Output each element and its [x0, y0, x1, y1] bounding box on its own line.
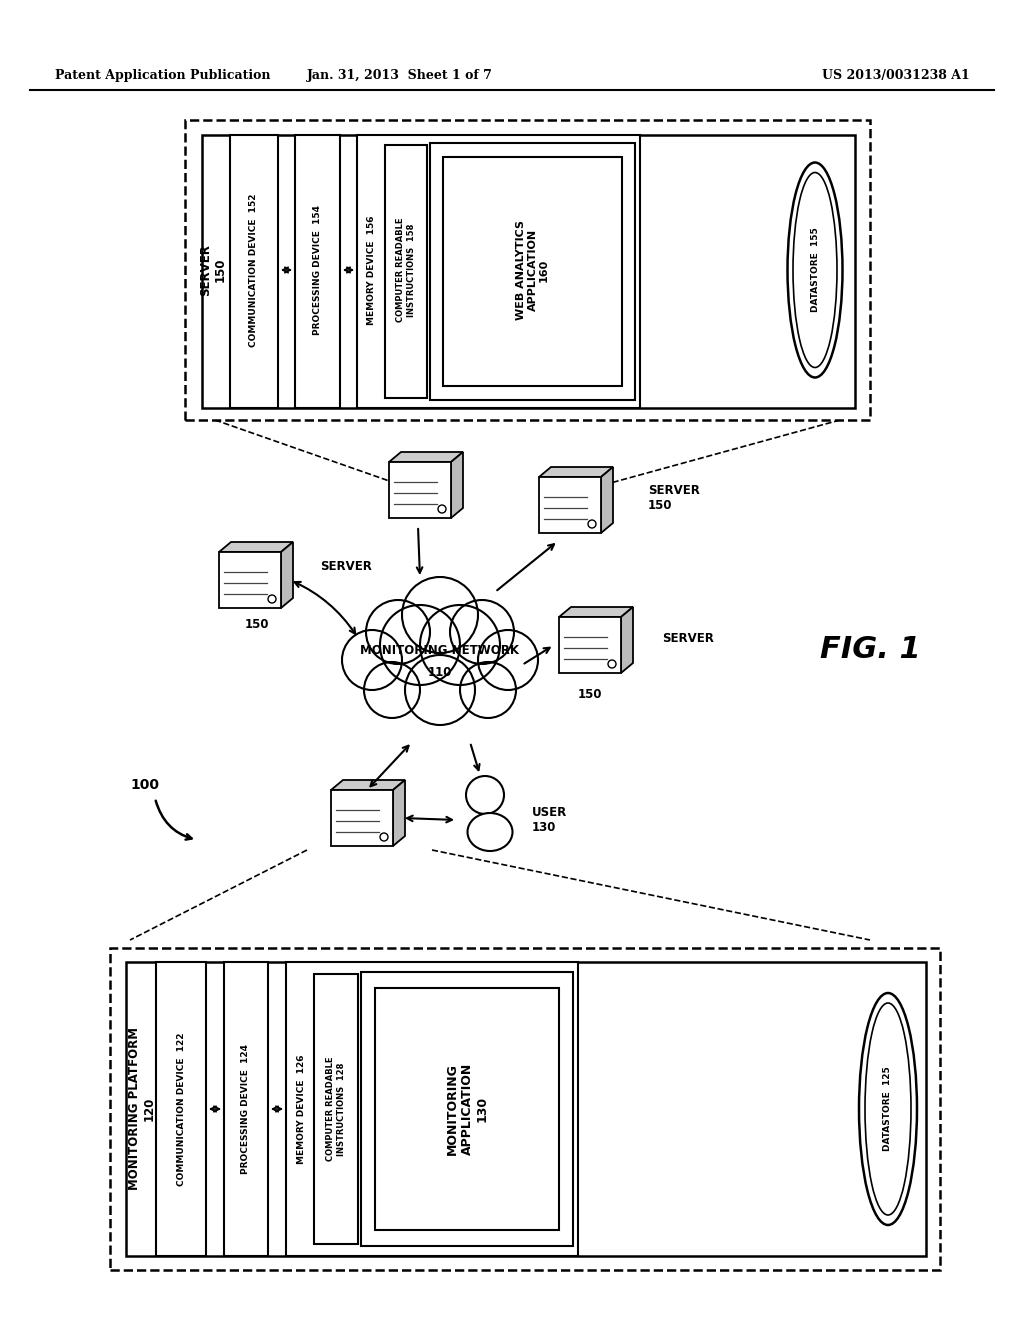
FancyBboxPatch shape: [110, 948, 940, 1270]
Text: WEB ANALYTICS
APPLICATION
160: WEB ANALYTICS APPLICATION 160: [516, 220, 549, 319]
Polygon shape: [219, 552, 281, 609]
Text: US 2013/0031238 A1: US 2013/0031238 A1: [822, 69, 970, 82]
FancyBboxPatch shape: [126, 962, 926, 1257]
FancyBboxPatch shape: [385, 145, 427, 399]
Text: DATASTORE  155: DATASTORE 155: [811, 227, 819, 313]
Text: MEMORY DEVICE  156: MEMORY DEVICE 156: [368, 215, 377, 325]
Circle shape: [466, 776, 504, 814]
Text: PROCESSING DEVICE  154: PROCESSING DEVICE 154: [313, 205, 322, 335]
Text: USER
130: USER 130: [532, 807, 567, 834]
FancyBboxPatch shape: [430, 143, 635, 400]
Polygon shape: [559, 607, 633, 616]
Ellipse shape: [865, 1003, 911, 1214]
Circle shape: [588, 520, 596, 528]
Text: SERVER
150: SERVER 150: [199, 244, 227, 296]
Circle shape: [420, 605, 500, 685]
Ellipse shape: [793, 173, 837, 367]
FancyBboxPatch shape: [202, 135, 855, 408]
Text: 100: 100: [130, 777, 160, 792]
Circle shape: [268, 595, 276, 603]
Polygon shape: [393, 780, 406, 846]
Polygon shape: [219, 543, 293, 552]
Text: MONITORING PLATFORM
120: MONITORING PLATFORM 120: [128, 1027, 156, 1191]
FancyBboxPatch shape: [375, 987, 559, 1230]
FancyBboxPatch shape: [156, 962, 206, 1257]
Polygon shape: [539, 477, 601, 533]
Text: FIG. 1: FIG. 1: [819, 635, 921, 664]
Ellipse shape: [859, 993, 918, 1225]
Polygon shape: [389, 451, 463, 462]
Polygon shape: [331, 780, 406, 789]
Circle shape: [366, 601, 430, 664]
Circle shape: [460, 663, 516, 718]
Circle shape: [608, 660, 616, 668]
FancyBboxPatch shape: [295, 135, 340, 408]
Circle shape: [438, 506, 446, 513]
Ellipse shape: [468, 813, 512, 851]
Text: SERVER: SERVER: [319, 561, 372, 573]
FancyBboxPatch shape: [357, 135, 640, 408]
Text: COMPUTER READABLE
INSTRUCTIONS  158: COMPUTER READABLE INSTRUCTIONS 158: [396, 218, 416, 322]
Text: Patent Application Publication: Patent Application Publication: [55, 69, 270, 82]
Circle shape: [380, 605, 460, 685]
FancyBboxPatch shape: [443, 157, 622, 385]
Circle shape: [450, 601, 514, 664]
Text: 110: 110: [428, 665, 453, 678]
Polygon shape: [451, 451, 463, 517]
Text: Jan. 31, 2013  Sheet 1 of 7: Jan. 31, 2013 Sheet 1 of 7: [307, 69, 493, 82]
Polygon shape: [281, 543, 293, 609]
Circle shape: [380, 833, 388, 841]
Text: MONITORING NETWORK: MONITORING NETWORK: [360, 644, 519, 656]
FancyBboxPatch shape: [185, 120, 870, 420]
Text: DATASTORE  125: DATASTORE 125: [884, 1067, 893, 1151]
Polygon shape: [621, 607, 633, 673]
Text: PROCESSING DEVICE  124: PROCESSING DEVICE 124: [242, 1044, 251, 1173]
Polygon shape: [601, 467, 613, 533]
Text: SERVER: SERVER: [662, 631, 714, 644]
Polygon shape: [331, 789, 393, 846]
Text: SERVER
150: SERVER 150: [648, 484, 699, 512]
Polygon shape: [559, 616, 621, 673]
Circle shape: [402, 577, 478, 653]
Text: MONITORING
APPLICATION
130: MONITORING APPLICATION 130: [445, 1063, 488, 1155]
Circle shape: [342, 630, 402, 690]
Circle shape: [364, 663, 420, 718]
FancyBboxPatch shape: [361, 972, 573, 1246]
Text: 150: 150: [245, 619, 269, 631]
Polygon shape: [389, 462, 451, 517]
FancyBboxPatch shape: [224, 962, 268, 1257]
Circle shape: [478, 630, 538, 690]
Text: 150: 150: [578, 689, 602, 701]
FancyBboxPatch shape: [230, 135, 278, 408]
Ellipse shape: [787, 162, 843, 378]
Text: COMPUTER READABLE
INSTRUCTIONS  128: COMPUTER READABLE INSTRUCTIONS 128: [327, 1057, 346, 1162]
FancyBboxPatch shape: [286, 962, 578, 1257]
Text: COMMUNICATION DEVICE  122: COMMUNICATION DEVICE 122: [176, 1032, 185, 1185]
Circle shape: [406, 655, 475, 725]
Text: COMMUNICATION DEVICE  152: COMMUNICATION DEVICE 152: [250, 193, 258, 347]
FancyBboxPatch shape: [314, 974, 358, 1243]
Text: MEMORY DEVICE  126: MEMORY DEVICE 126: [297, 1055, 305, 1164]
Polygon shape: [539, 467, 613, 477]
